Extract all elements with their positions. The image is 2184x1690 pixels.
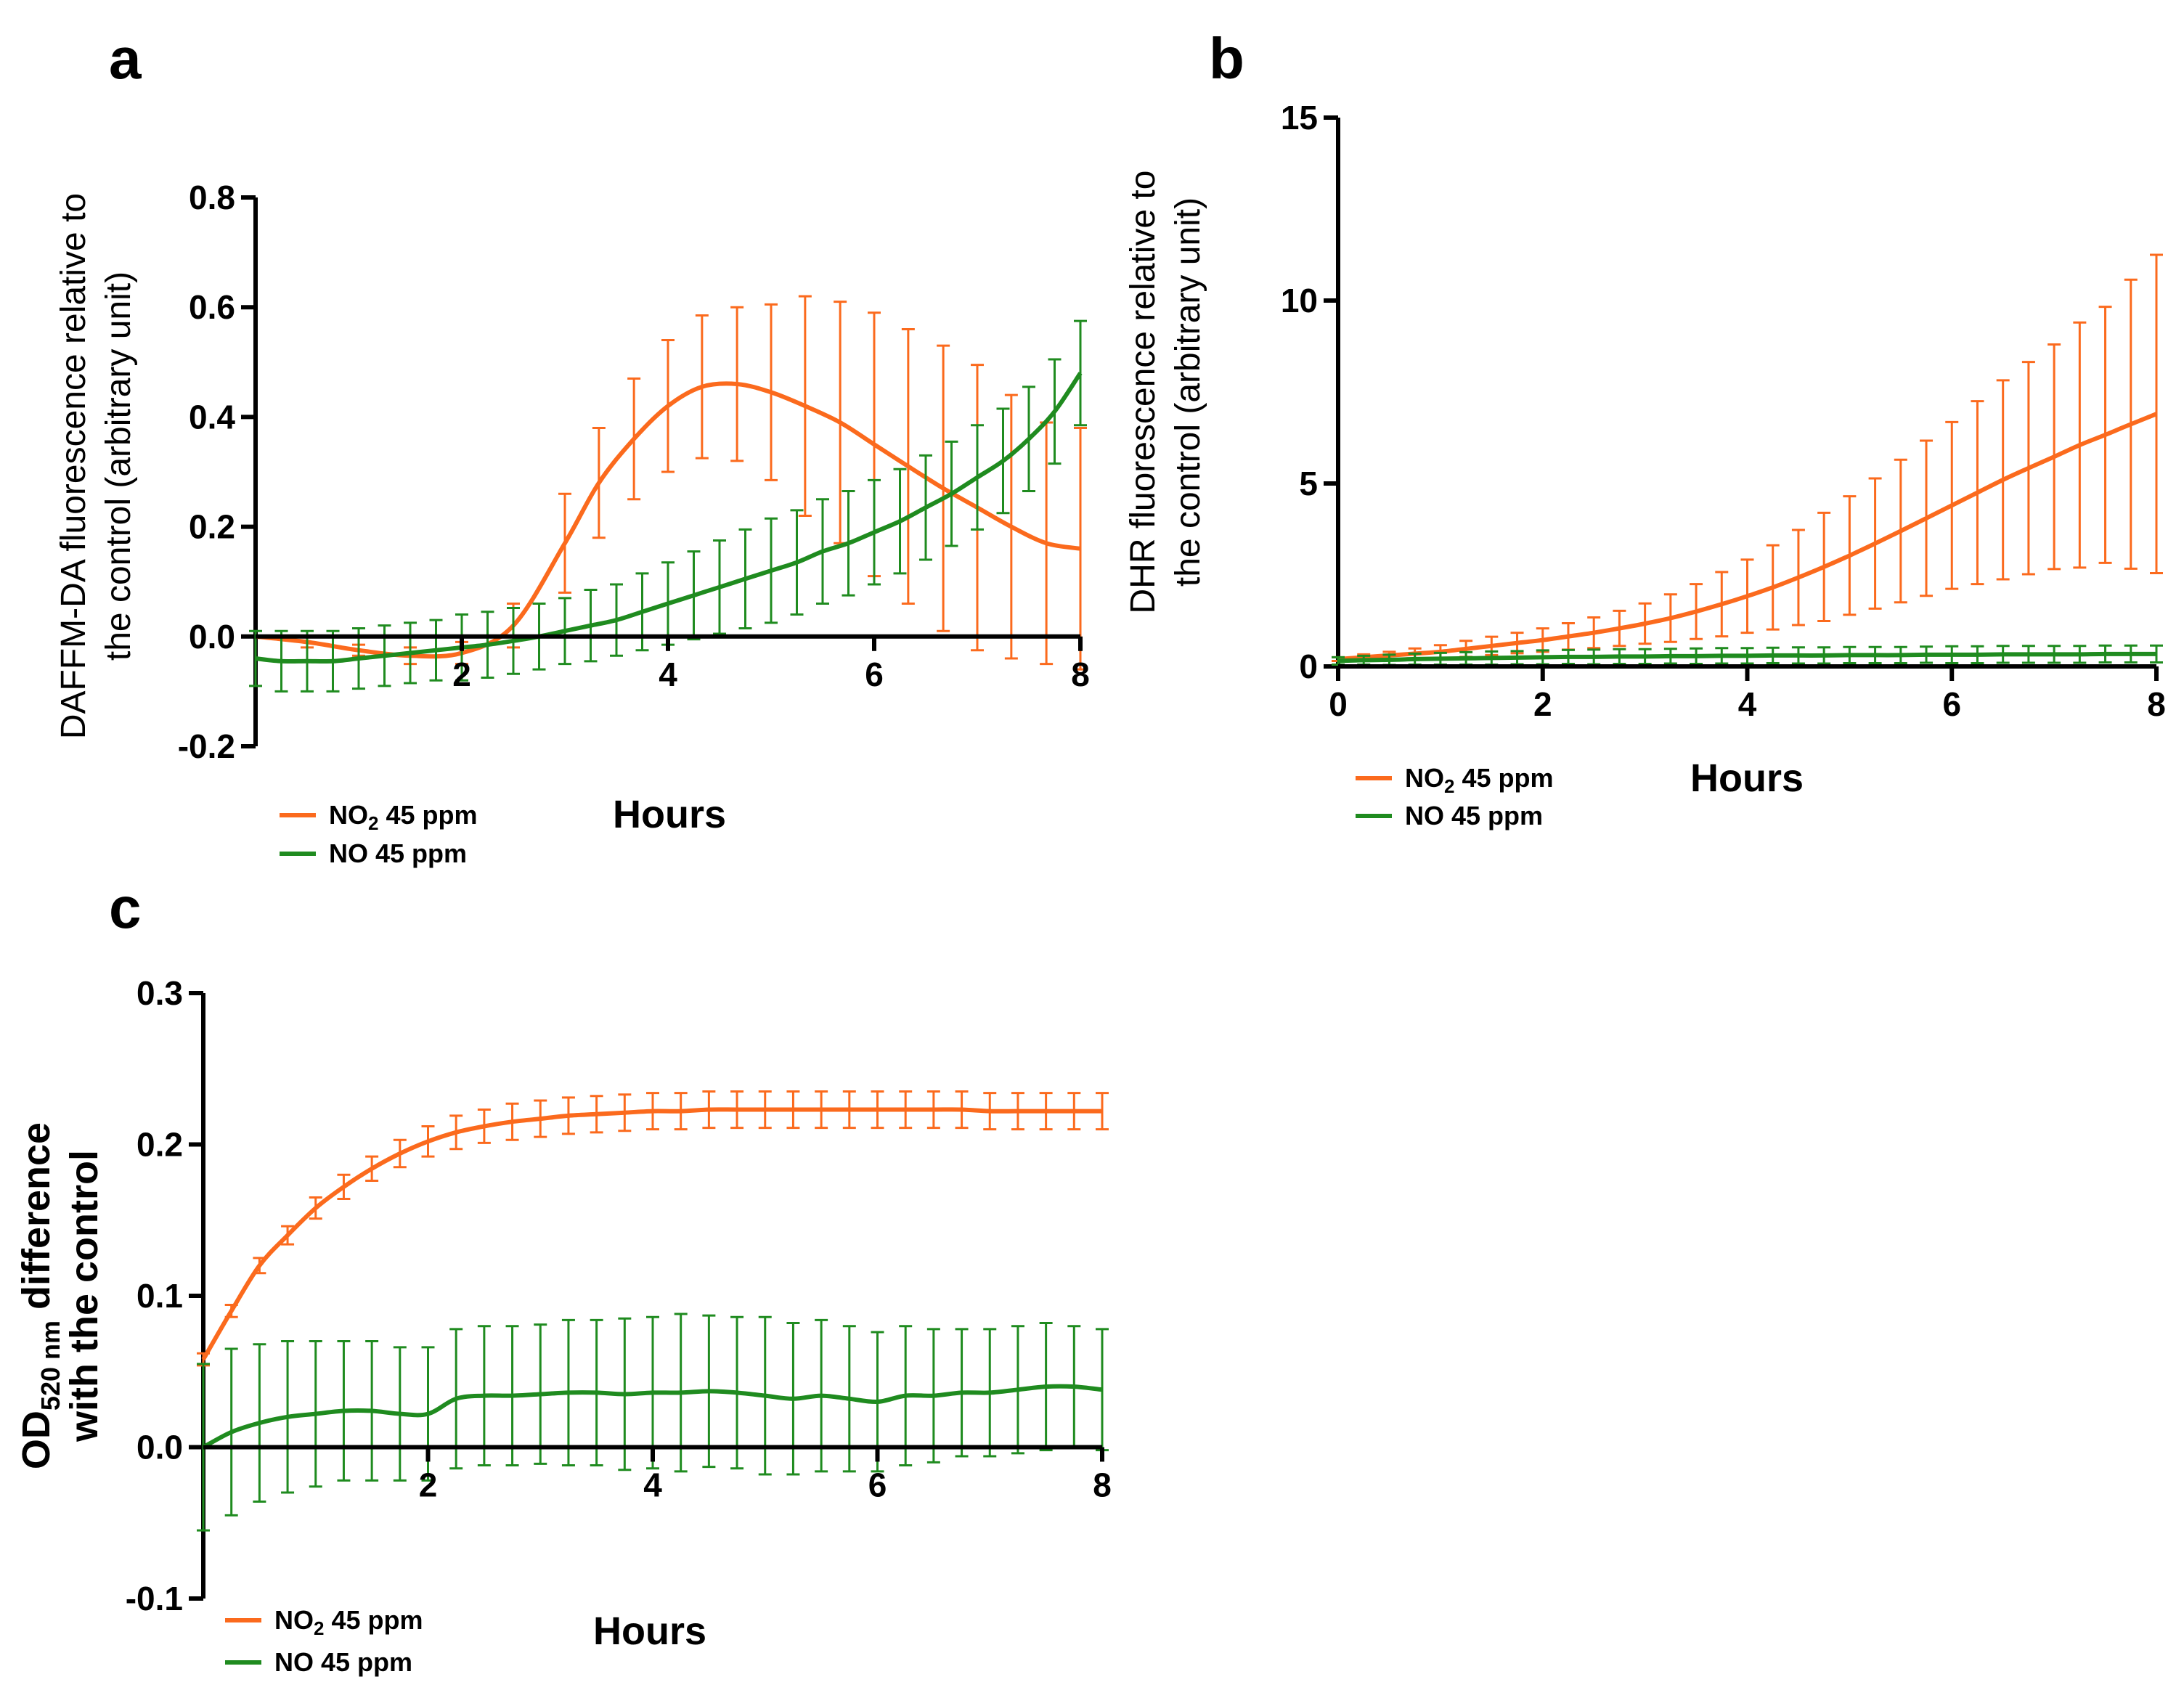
y-axis-title-line2: the control (arbitrary unit) [99,272,138,661]
no-series-line [255,372,1083,664]
x-tick-label: 0 [1329,685,1348,723]
y-tick-label: 10 [1281,282,1318,319]
legend: NO2 45 ppm NO 45 ppm [1356,763,1554,830]
y-tick-label: 0.1 [136,1277,183,1315]
y-axis-title-line2: with the control [62,1150,106,1442]
panel-c-letter: c [109,875,142,940]
x-axis-title: Hours [1690,756,1804,800]
x-tick-label: 2 [419,1466,438,1504]
y-axis-title-line1: OD520 nm difference [15,1122,65,1469]
y-tick-label: -0.2 [178,727,235,765]
x-tick-label: 6 [868,1466,887,1504]
no2-series-line [1337,412,2158,661]
panel-c-chart: -0.1 0.0 0.1 0.2 0.3 2 4 6 8 Hours OD520 nm differ… [15,974,1112,1677]
y-tick-label: 0.0 [136,1429,183,1466]
y-tick-label: 0.6 [189,288,235,326]
legend-no2-label: NO2 45 ppm [274,1605,423,1639]
legend: NO2 45 ppm NO 45 ppm [280,800,478,868]
y-axis-title: DHR fluorescence relative to the control … [1124,171,1207,614]
y-tick-label: 15 [1281,99,1318,136]
x-tick-label: 8 [1071,656,1090,693]
x-tick-label: 2 [452,656,471,693]
x-tick-label: 6 [865,656,884,693]
y-axis-title: OD520 nm difference with the control [15,1122,106,1469]
panel-b-letter: b [1209,26,1244,91]
y-tick-label: 0.8 [189,179,235,216]
panel-a-letter: a [109,26,142,91]
legend-no-label: NO 45 ppm [1405,801,1543,830]
no-series-line [1337,651,2156,664]
y-tick-label: 0.0 [189,618,235,656]
legend: NO2 45 ppm NO 45 ppm [225,1605,423,1677]
legend-no2-label: NO2 45 ppm [1405,763,1554,797]
x-tick-label: 4 [643,1466,662,1504]
no2-series-line [201,1107,1102,1361]
no-series-line [202,1384,1103,1450]
x-tick-label: 6 [1942,685,1961,723]
x-axis-title: Hours [593,1609,706,1653]
y-axis-title-line1: DHR fluorescence relative to [1124,171,1162,614]
legend-no-label: NO 45 ppm [329,838,467,868]
y-axis-title-line1: DAFFM-DA fluorescence relative to [54,193,93,739]
y-tick-label: -0.1 [126,1580,183,1617]
legend-no2-label: NO2 45 ppm [329,800,478,834]
panel-a-chart: -0.2 0.0 0.2 0.4 0.6 0.8 2 4 6 8 Hours DAFFM-DA flu… [54,179,1090,868]
y-tick-label: 5 [1299,465,1318,502]
y-tick-label: 0.4 [189,398,235,436]
legend-no-label: NO 45 ppm [274,1647,412,1677]
y-tick-label: 0.2 [136,1126,183,1164]
y-axis-title: DAFFM-DA fluorescence relative to the con… [54,193,138,739]
x-tick-label: 4 [659,656,677,693]
x-tick-label: 2 [1533,685,1552,723]
x-tick-label: 8 [2147,685,2166,723]
y-tick-label: 0 [1299,648,1318,685]
x-tick-label: 8 [1093,1466,1112,1504]
x-axis-title: Hours [613,793,726,836]
y-tick-label: 0.2 [189,508,235,546]
panel-b-chart: 0 5 10 15 0 2 4 6 8 Hours DHR fluorescence relativ… [1124,99,2166,830]
y-tick-label: 0.3 [136,974,183,1012]
x-tick-label: 4 [1738,685,1757,723]
y-axis-title-line2: the control (arbitrary unit) [1169,197,1207,587]
